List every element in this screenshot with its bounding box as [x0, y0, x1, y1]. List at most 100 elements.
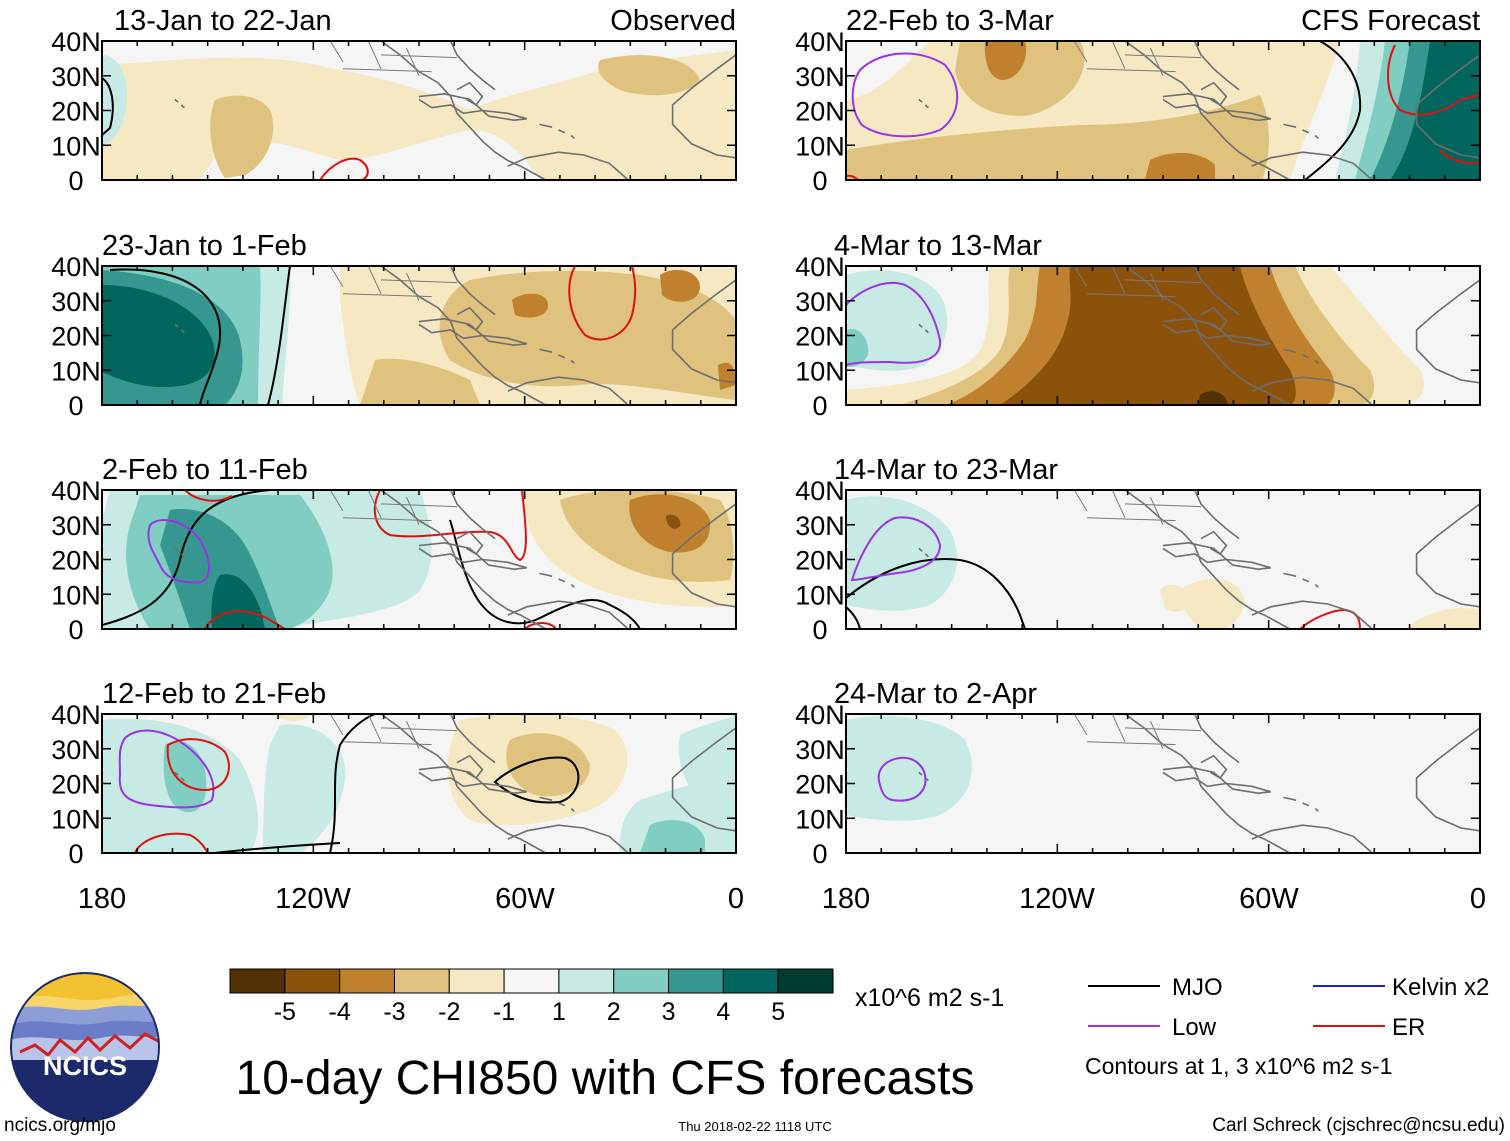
- colorbar-level-label: 3: [662, 998, 676, 1026]
- colorbar-level-label: 4: [716, 998, 730, 1026]
- y-tick-label: 30N: [51, 287, 101, 317]
- y-tick-label: 20N: [51, 97, 101, 127]
- panel-period-title: 2-Feb to 11-Feb: [102, 454, 308, 486]
- state-borders: [329, 490, 458, 525]
- panel-2feb-11feb: [102, 490, 736, 629]
- panel-frame: 40N 30N 20N 10N 0 23-Jan to 1-Feb: [51, 230, 737, 421]
- y-tick-label: 40N: [795, 27, 845, 57]
- panel-field: [102, 41, 736, 180]
- y-tick-label: 20N: [795, 97, 845, 127]
- panel-frame: 40N 30N 20N 10N 0 24-Mar to 2-Apr: [795, 678, 1481, 869]
- panel-frame: 40N 30N 20N 10N 0 14-Mar to 23-Mar: [795, 454, 1481, 645]
- y-tick-label: 20N: [795, 322, 845, 352]
- panel-frame: 40N 30N 20N 10N 0 2-Feb to 11-Feb: [51, 454, 737, 645]
- contour-note: Contours at 1, 3 x10^6 m2 s-1: [1085, 1053, 1392, 1079]
- footer-credit: Carl Schreck (cjschrec@ncsu.edu): [1212, 1115, 1505, 1136]
- y-tick-label: 40N: [51, 700, 101, 730]
- coastline: [174, 266, 736, 405]
- colorbar-swatch: [558, 968, 615, 994]
- y-tick-label: 40N: [51, 27, 101, 57]
- y-tick-label: 40N: [795, 700, 845, 730]
- colorbar-swatch: [393, 968, 450, 994]
- panel-23jan-1feb: [102, 266, 736, 405]
- panel-22feb-3mar: [846, 41, 1480, 180]
- colorbar-units: x10^6 m2 s-1: [855, 984, 1004, 1012]
- state-borders: [1073, 714, 1202, 749]
- y-tick-label: 10N: [795, 804, 845, 834]
- colorbar-level-label: -1: [493, 998, 515, 1026]
- panel-12feb-21feb: [102, 714, 736, 853]
- panel-13jan-22jan: [102, 41, 736, 180]
- footer-timestamp: Thu 2018-02-22 1118 UTC: [678, 1119, 831, 1134]
- y-tick-label: 0: [68, 839, 83, 869]
- panel-field: [102, 266, 736, 405]
- legend: MJO Kelvin x2 Low ER Contours at 1, 3 x1…: [1085, 974, 1489, 1079]
- x-tick-label-0: 0: [728, 883, 744, 915]
- legend-label-er: ER: [1392, 1014, 1425, 1041]
- colorbar-swatch: [777, 968, 834, 994]
- state-borders: [1073, 266, 1202, 301]
- y-tick-label: 10N: [795, 356, 845, 386]
- y-tick-label: 0: [68, 166, 83, 196]
- y-tick-label: 30N: [795, 735, 845, 765]
- y-tick-label: 30N: [51, 62, 101, 92]
- coastline: [174, 714, 736, 853]
- colorbar-swatch: [339, 968, 395, 994]
- panel-field: [102, 714, 736, 853]
- y-tick-label: 40N: [51, 252, 101, 282]
- panel-frame: 40N 30N 20N 10N 0 13-Jan to 22-Jan Observed: [51, 5, 737, 196]
- y-tick-label: 10N: [51, 804, 101, 834]
- y-tick-label: 0: [812, 166, 827, 196]
- colorbar: -5 -4 -3 -2 -1 1 2 3 4 5: [229, 968, 834, 1026]
- y-tick-label: 0: [68, 391, 83, 421]
- x-tick-label-120w: 120W: [275, 883, 351, 915]
- y-tick-label: 0: [812, 615, 827, 645]
- land-outlines: [174, 41, 1480, 853]
- y-tick-label: 20N: [795, 770, 845, 800]
- colorbar-swatch: [668, 968, 724, 994]
- y-tick-label: 30N: [51, 511, 101, 541]
- panel-source-tag: CFS Forecast: [1301, 5, 1480, 37]
- coastline: [918, 490, 1480, 629]
- colorbar-swatch: [284, 968, 341, 994]
- colorbar-level-label: -5: [274, 998, 296, 1026]
- y-tick-label: 20N: [51, 322, 101, 352]
- figure-title: 10-day CHI850 with CFS forecasts: [236, 1052, 975, 1105]
- y-tick-label: 10N: [795, 580, 845, 610]
- state-borders: [329, 714, 458, 749]
- panel-field: [102, 490, 736, 629]
- y-tick-label: 30N: [795, 287, 845, 317]
- x-tick-label-0: 0: [1470, 883, 1486, 915]
- panel-source-tag: Observed: [610, 5, 736, 37]
- ncics-logo: NCICS: [10, 972, 160, 1122]
- panel-14mar-23mar: [846, 490, 1480, 629]
- panel-field: [846, 266, 1480, 405]
- panel-field: [846, 490, 1480, 629]
- colorbar-level-label: 2: [607, 998, 621, 1026]
- colorbar-level-label: -3: [383, 998, 405, 1026]
- colorbar-swatch: [503, 968, 560, 994]
- y-tick-label: 20N: [51, 546, 101, 576]
- x-axis-labels-right: 180 120W 60W 0: [822, 883, 1486, 915]
- panel-field: [846, 714, 1480, 853]
- panel-field: [846, 41, 1480, 180]
- y-tick-label: 10N: [51, 580, 101, 610]
- y-tick-label: 40N: [795, 252, 845, 282]
- panel-frame: 40N 30N 20N 10N 0 12-Feb to 21-Feb: [51, 678, 737, 869]
- x-axis-labels-left: 180 120W 60W 0: [78, 883, 744, 915]
- coastline: [918, 41, 1480, 180]
- legend-label-mjo: MJO: [1172, 974, 1223, 1001]
- legend-label-kelvin: Kelvin x2: [1392, 974, 1489, 1001]
- panel-frame: 40N 30N 20N 10N 0 22-Feb to 3-Mar CFS Forecast: [795, 5, 1481, 196]
- colorbar-level-label: 5: [771, 998, 785, 1026]
- colorbar-level-label: 1: [552, 998, 566, 1026]
- legend-label-low: Low: [1172, 1014, 1217, 1041]
- x-tick-label-60w: 60W: [1239, 883, 1299, 915]
- y-tick-label: 20N: [795, 546, 845, 576]
- colorbar-swatch: [722, 968, 779, 994]
- x-tick-label-180: 180: [822, 883, 870, 915]
- y-tick-label: 10N: [51, 131, 101, 161]
- y-tick-label: 30N: [795, 511, 845, 541]
- panel-24mar-2apr: [846, 714, 1480, 853]
